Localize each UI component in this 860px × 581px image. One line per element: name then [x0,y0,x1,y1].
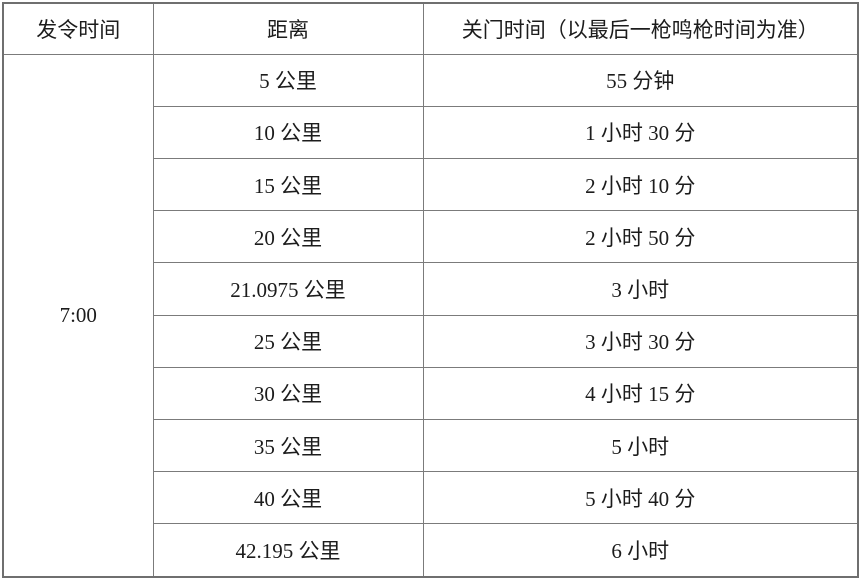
cutoff-cell: 6 小时 [422,523,859,578]
table-row: 42.195 公里 6 小时 [3,523,859,578]
distance-cell: 40 公里 [152,471,424,525]
cutoff-cell: 4 小时 15 分 [422,366,859,420]
table-row: 10 公里 1 小时 30 分 [3,105,859,159]
distance-cell: 35 公里 [152,418,424,473]
cutoff-cell: 2 小时 10 分 [422,157,859,212]
distance-cell: 42.195 公里 [152,523,424,578]
cutoff-cell: 2 小时 50 分 [422,210,859,264]
table-row: 25 公里 3 小时 30 分 [3,314,859,368]
start-time-cell: 7:00 [2,53,154,578]
table-row: 20 公里 2 小时 50 分 [3,210,859,264]
cutoff-cell: 5 小时 [422,418,859,473]
cutoff-cell: 55 分钟 [422,53,859,107]
cutoff-cell: 3 小时 30 分 [422,314,859,368]
distance-cell: 5 公里 [152,53,424,107]
table-row: 30 公里 4 小时 15 分 [3,366,859,420]
col-header-distance: 距离 [152,2,424,55]
distance-cell: 30 公里 [152,366,424,420]
table-row: 35 公里 5 小时 [3,418,859,473]
cutoff-cell: 1 小时 30 分 [422,105,859,159]
table-row: 40 公里 5 小时 40 分 [3,471,859,525]
distance-cell: 20 公里 [152,210,424,264]
distance-cell: 15 公里 [152,157,424,212]
col-header-start-time: 发令时间 [2,2,154,55]
distance-cell: 25 公里 [152,314,424,368]
distance-cell: 21.0975 公里 [152,262,424,316]
col-header-cutoff-time: 关门时间（以最后一枪鸣枪时间为准） [422,2,859,55]
cutoff-cell: 3 小时 [422,262,859,316]
distance-cell: 10 公里 [152,105,424,159]
table-row: 21.0975 公里 3 小时 [3,262,859,316]
cutoff-cell: 5 小时 40 分 [422,471,859,525]
table-row: 7:00 5 公里 55 分钟 [2,53,859,578]
header-row: 发令时间 距离 关门时间（以最后一枪鸣枪时间为准） [2,2,859,55]
